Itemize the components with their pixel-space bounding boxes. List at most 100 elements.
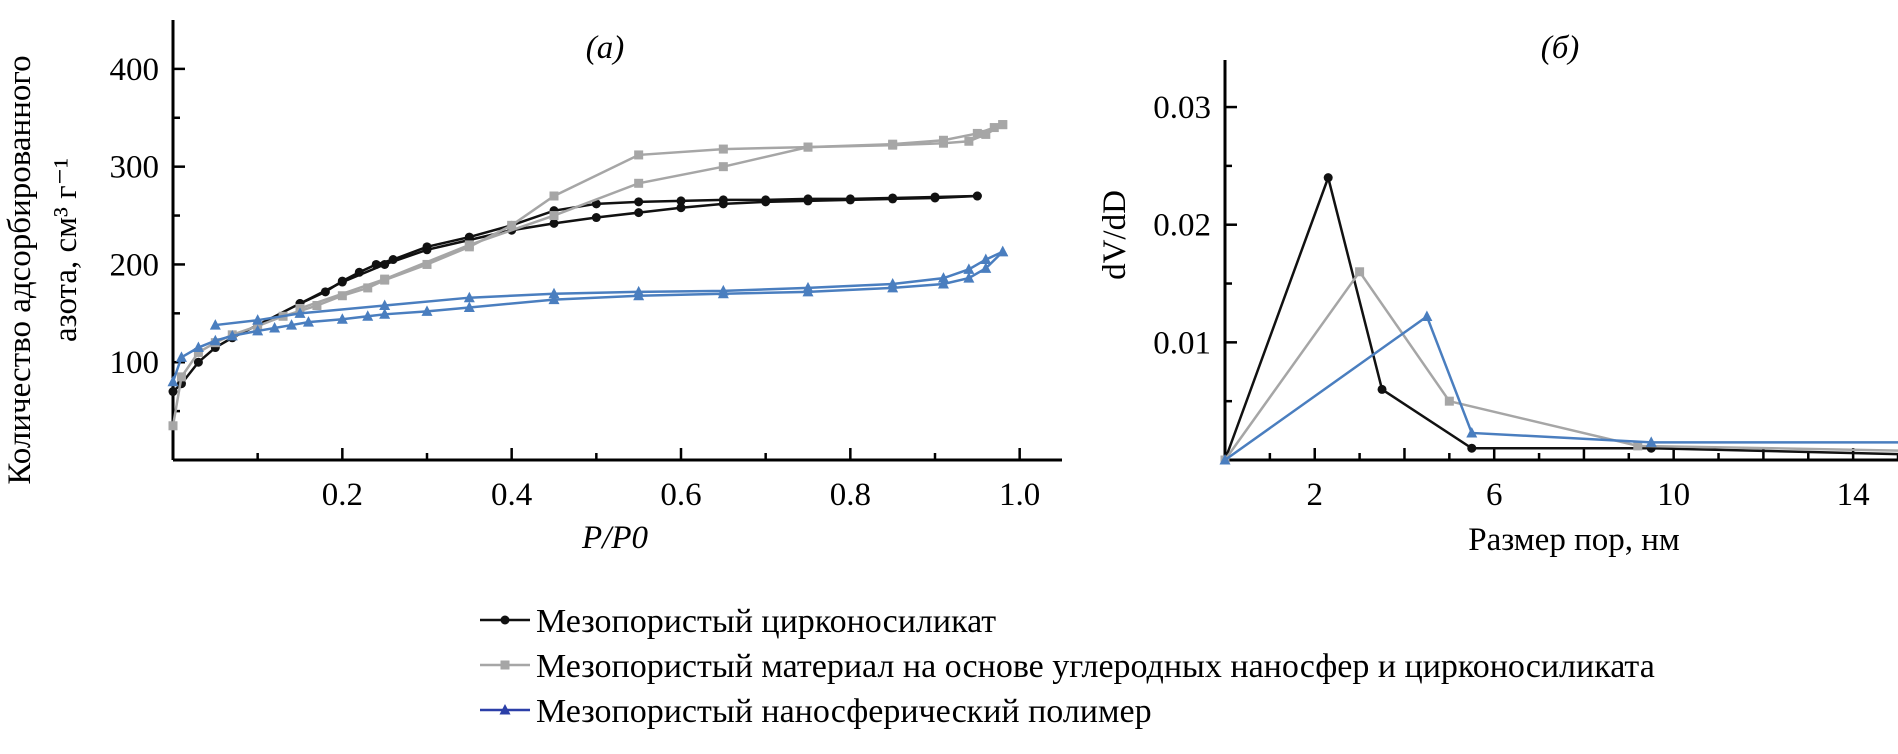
data-point — [193, 357, 203, 367]
data-point — [981, 129, 991, 139]
data-point — [294, 307, 306, 318]
data-point — [1323, 173, 1333, 183]
legend-label: Мезопористый цирконосиликат — [536, 603, 996, 640]
data-point — [336, 313, 348, 324]
data-point — [1645, 436, 1657, 447]
data-point — [980, 253, 992, 265]
series-a-triangle — [167, 245, 1009, 387]
data-point — [380, 274, 390, 284]
legend-marker — [499, 704, 511, 715]
data-point — [549, 211, 559, 221]
x-tick-label: 0.2 — [322, 477, 363, 513]
data-point — [252, 324, 264, 336]
data-point — [1444, 396, 1454, 406]
panel-a-chart: 0.2 0.4 0.6 0.8 1.0 100 200 300 400 (а) P/P0 Количе… — [2, 20, 1062, 556]
data-point — [549, 191, 559, 201]
data-point — [1466, 426, 1478, 438]
data-point — [1421, 310, 1433, 321]
data-point — [1355, 267, 1365, 277]
x-axis-title: P/P0 — [581, 520, 648, 556]
data-point — [717, 284, 729, 296]
data-point — [209, 319, 221, 330]
data-point — [938, 138, 948, 148]
data-point — [363, 283, 373, 293]
data-point — [887, 278, 899, 289]
data-point — [380, 259, 390, 269]
data-point — [286, 319, 298, 330]
legend-marker — [500, 615, 510, 625]
y-tick-label: 100 — [110, 345, 160, 381]
data-point — [302, 316, 314, 327]
x-tick-label: 6 — [1486, 477, 1503, 513]
x-tick-label: 0.8 — [830, 477, 871, 513]
data-point — [718, 162, 728, 172]
data-point — [549, 218, 559, 228]
data-point — [337, 291, 347, 301]
y-axis-title-line1: Количество адсорбированного — [2, 55, 38, 484]
legend-label: Мезопористый материал на основе углеродн… — [536, 648, 1655, 685]
data-point — [634, 178, 644, 188]
data-point — [1377, 384, 1387, 394]
data-point — [312, 301, 322, 311]
y-axis-title-line2: азота, см³ г⁻¹ — [48, 158, 84, 342]
data-point — [421, 305, 433, 316]
series-b-triangle — [1219, 310, 1898, 465]
panel-label-a: (а) — [586, 30, 624, 66]
series-a-square — [168, 120, 1008, 431]
x-axis-title: Размер пор, нм — [1468, 522, 1680, 558]
series-line — [1223, 173, 1898, 461]
data-point — [937, 278, 949, 289]
data-point — [209, 334, 221, 346]
data-point — [676, 203, 686, 213]
data-point — [507, 220, 517, 230]
panel-b-chart: 2 6 10 14 0.01 0.02 0.03 (б) Размер пор, нм dV/dD — [1097, 30, 1898, 558]
data-point — [591, 213, 601, 223]
x-tick-label: 2 — [1306, 477, 1323, 513]
x-tick-label: 1.0 — [999, 477, 1040, 513]
data-point — [803, 142, 813, 152]
data-point — [634, 197, 644, 207]
series-line — [215, 250, 1004, 327]
y-axis-title: dV/dD — [1097, 190, 1133, 280]
series-line — [299, 123, 1004, 310]
x-tick-label: 0.4 — [491, 477, 532, 513]
data-point — [761, 197, 771, 207]
y-tick-label: 0.02 — [1153, 208, 1211, 244]
data-point — [802, 281, 814, 293]
data-point — [362, 310, 374, 321]
data-point — [379, 299, 391, 311]
legend-label: Мезопористый наносферический полимер — [536, 693, 1152, 730]
data-point — [963, 272, 975, 283]
legend: Мезопористый цирконосиликат Мезопористый … — [480, 603, 1655, 730]
data-point — [930, 193, 940, 203]
data-point — [1633, 441, 1643, 451]
data-point — [888, 194, 898, 204]
data-point — [997, 245, 1009, 257]
data-point — [998, 120, 1008, 130]
data-point — [972, 191, 982, 201]
data-point — [548, 287, 560, 299]
data-point — [168, 421, 178, 431]
legend-item: Мезопористый наносферический полимер — [480, 693, 1152, 730]
data-point — [252, 314, 264, 325]
data-point — [980, 262, 992, 273]
data-point — [193, 347, 203, 357]
data-point — [989, 123, 999, 133]
series-b-circle — [1220, 173, 1898, 465]
data-point — [463, 301, 475, 312]
x-tick-label: 0.6 — [660, 477, 701, 513]
data-point — [463, 291, 475, 303]
data-point — [167, 375, 179, 387]
data-point — [634, 208, 644, 218]
y-tick-label: 0.01 — [1153, 325, 1211, 361]
data-point — [633, 285, 645, 297]
data-point — [422, 245, 432, 255]
y-tick-label: 400 — [110, 52, 160, 88]
data-point — [1467, 443, 1477, 453]
legend-item: Мезопористый материал на основе углеродн… — [480, 648, 1655, 685]
y-tick-label: 200 — [110, 247, 160, 283]
data-point — [937, 272, 949, 283]
y-tick-label: 300 — [110, 150, 160, 186]
data-point — [845, 195, 855, 205]
